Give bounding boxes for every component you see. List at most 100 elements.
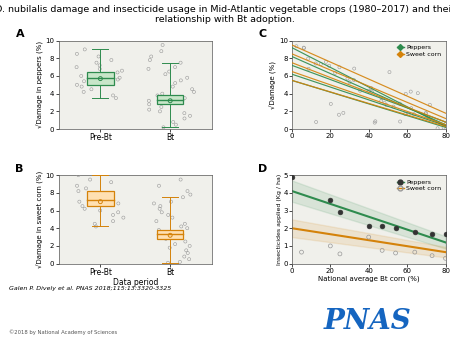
Point (392, 225, 399, 231)
Point (422, 111, 429, 116)
Point (378, 224, 386, 229)
Y-axis label: √Damage in sweet corn (%): √Damage in sweet corn (%) (36, 171, 44, 268)
Point (146, 57, 153, 63)
Point (442, 256, 449, 261)
Text: ©2018 by National Academy of Sciences: ©2018 by National Academy of Sciences (9, 329, 117, 335)
Point (177, 177, 184, 182)
Point (92, 224, 99, 229)
Point (109, 93, 117, 98)
Point (153, 218, 160, 224)
Point (162, 236, 169, 242)
Y-axis label: √Damage in peppers (%): √Damage in peppers (%) (36, 41, 44, 128)
Point (177, 78, 184, 83)
Point (305, 56, 312, 61)
Point (184, 250, 191, 256)
Point (145, 98, 153, 103)
Point (81, 206, 88, 212)
Point (112, 95, 120, 101)
Text: D: D (258, 164, 267, 174)
Point (160, 100, 167, 105)
Point (161, 234, 168, 240)
Point (166, 98, 174, 103)
Point (171, 80, 179, 86)
Point (401, 111, 409, 117)
Point (73, 51, 81, 56)
Point (177, 60, 184, 65)
Point (81, 78, 88, 84)
Point (288, 174, 296, 179)
Point (301, 45, 308, 51)
Point (150, 201, 158, 206)
Point (312, 61, 319, 66)
Point (103, 80, 110, 86)
Text: Galen P. Dively et al. PNAS 2018;115:13:3320-3325: Galen P. Dively et al. PNAS 2018;115:13:… (9, 286, 171, 291)
Point (365, 224, 372, 229)
Point (108, 72, 115, 77)
Point (411, 229, 418, 235)
Point (411, 249, 418, 255)
Point (336, 210, 343, 215)
Point (365, 88, 372, 93)
Point (178, 224, 185, 229)
Point (184, 75, 191, 80)
Point (181, 111, 188, 116)
Point (155, 183, 162, 189)
Point (434, 126, 441, 131)
Point (96, 63, 103, 68)
Point (423, 110, 430, 116)
Point (372, 119, 379, 124)
Text: C: C (258, 29, 266, 39)
Point (187, 192, 194, 197)
Point (87, 195, 94, 200)
Point (109, 218, 117, 224)
Point (325, 63, 333, 68)
Point (169, 84, 176, 89)
Point (172, 122, 180, 127)
Point (181, 221, 189, 226)
Point (165, 212, 172, 218)
Point (184, 225, 191, 231)
Point (156, 109, 163, 114)
Point (426, 102, 433, 107)
Point (166, 69, 173, 74)
Point (76, 199, 83, 204)
Point (160, 125, 167, 130)
Point (97, 199, 104, 204)
Point (184, 188, 191, 194)
Point (91, 221, 99, 226)
Point (171, 65, 179, 70)
Point (300, 45, 307, 50)
Point (167, 199, 175, 204)
Point (190, 89, 198, 95)
Point (81, 47, 88, 52)
Point (344, 76, 351, 81)
Point (357, 88, 364, 93)
Point (414, 91, 422, 96)
Point (327, 197, 334, 202)
Point (105, 192, 112, 197)
Point (428, 253, 436, 258)
Point (186, 113, 194, 119)
Point (405, 111, 412, 117)
Point (336, 251, 343, 257)
Point (154, 93, 161, 98)
Text: O. nubilalis damage and insecticide usage in Mid-Atlantic vegetable crops (1980–: O. nubilalis damage and insecticide usag… (0, 5, 450, 14)
Point (75, 172, 82, 178)
Point (116, 75, 123, 80)
Point (442, 231, 449, 236)
Point (156, 206, 163, 212)
Point (118, 68, 126, 73)
X-axis label: Data period: Data period (112, 278, 158, 287)
Point (86, 177, 94, 182)
Point (183, 248, 190, 253)
Bar (157, 95, 184, 104)
Point (440, 125, 447, 130)
Point (189, 87, 196, 92)
Point (327, 101, 334, 106)
Point (327, 243, 334, 249)
Point (166, 245, 173, 250)
X-axis label: National average Bt corn (%): National average Bt corn (%) (318, 275, 419, 282)
Point (336, 65, 343, 70)
Point (88, 87, 95, 92)
Point (186, 243, 193, 249)
